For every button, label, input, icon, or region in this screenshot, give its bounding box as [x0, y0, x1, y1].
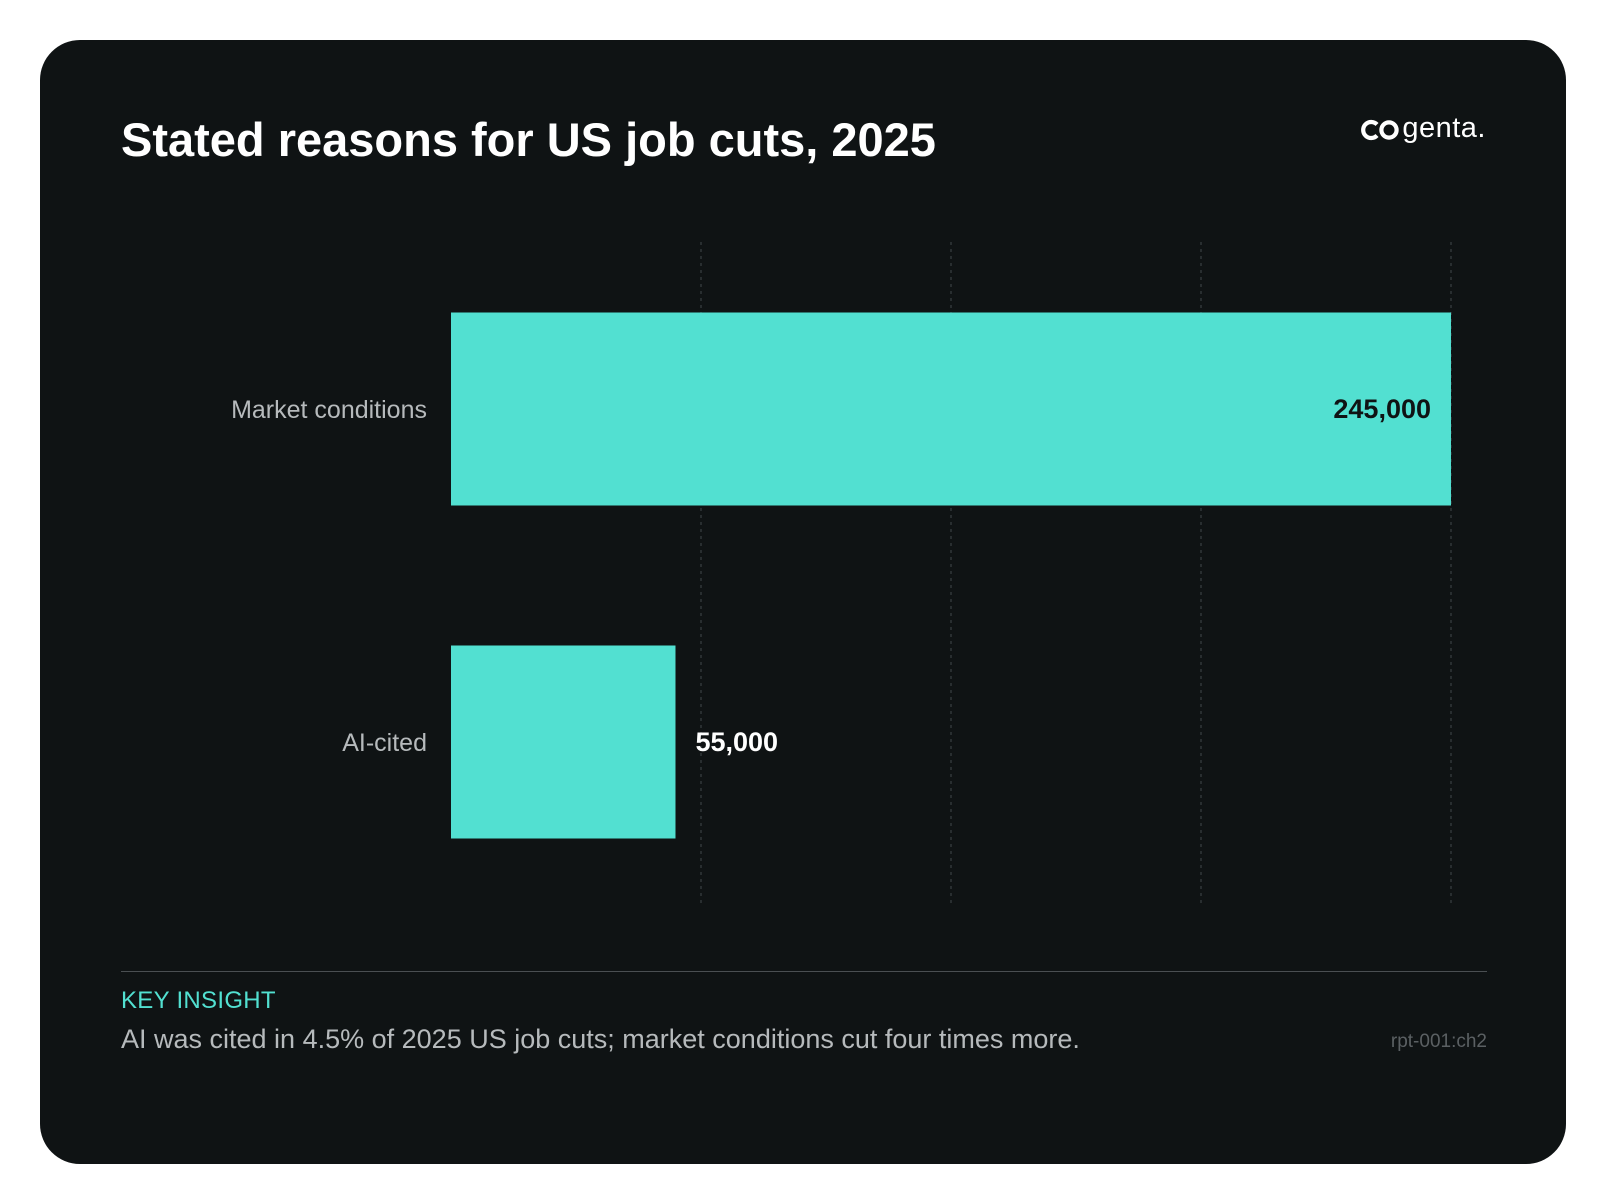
category-label: Market conditions: [231, 396, 427, 424]
data-label: 55,000: [695, 727, 778, 757]
labels: Market conditions 245,000 AI-cited 55,000: [231, 394, 1431, 757]
key-insight-label: KEY INSIGHT: [121, 987, 276, 1014]
key-insight-text: AI was cited in 4.5% of 2025 US job cuts…: [121, 1024, 1080, 1054]
bar-ai-cited: [451, 645, 676, 839]
logo-mark-icon: [1361, 119, 1400, 141]
bars: [451, 312, 1451, 839]
chart-card: Stated reasons for US job cuts, 2025 gen…: [40, 40, 1566, 1164]
bar-chart: Market conditions 245,000 AI-cited 55,000: [231, 242, 1452, 906]
grid-lines: [700, 242, 1452, 906]
logo-wordmark: genta.: [1402, 111, 1486, 144]
bar-market-conditions: [451, 312, 1451, 506]
category-label: AI-cited: [342, 729, 427, 757]
insight-divider: [121, 971, 1487, 972]
chart-title: Stated reasons for US job cuts, 2025: [121, 113, 936, 166]
brand-logo: genta.: [1360, 110, 1486, 150]
data-label: 245,000: [1333, 394, 1431, 424]
report-reference: rpt-001:ch2: [1390, 1031, 1487, 1052]
